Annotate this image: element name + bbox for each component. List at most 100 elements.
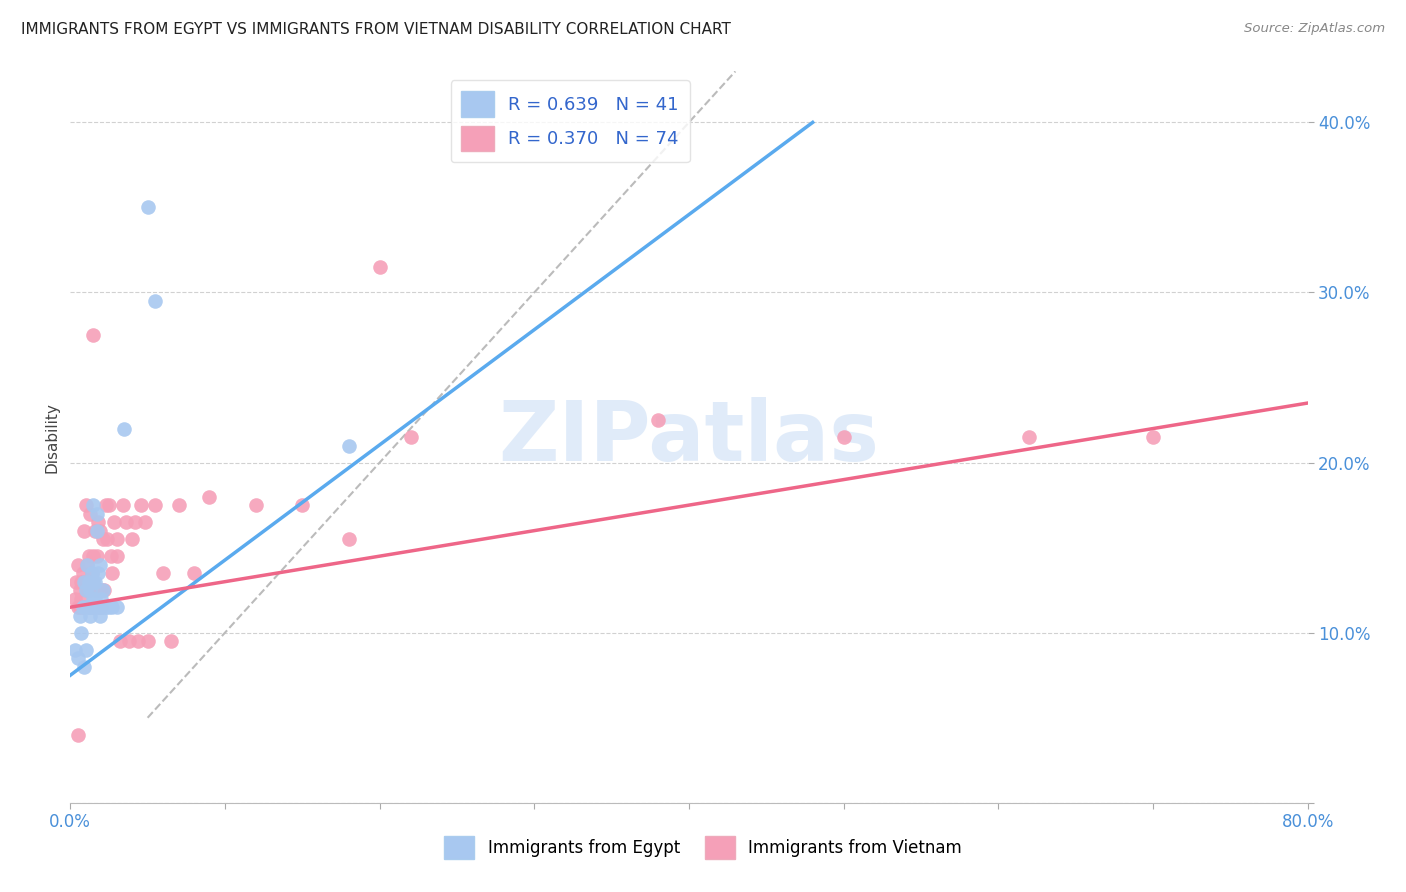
Point [98, 600, 120, 615]
Point [82, 498, 105, 512]
Point [105, 532, 128, 546]
Point [86, 600, 108, 615]
Point [1142, 430, 1164, 444]
Point [136, 634, 159, 648]
Point [77, 600, 100, 615]
Point [131, 498, 153, 512]
Point [136, 201, 159, 215]
Y-axis label: Disability: Disability [44, 401, 59, 473]
Point [65, 574, 87, 589]
Point [79, 583, 101, 598]
Point [73, 659, 96, 673]
Point [89, 558, 111, 572]
Point [87, 566, 110, 581]
Point [86, 549, 108, 563]
Point [121, 532, 143, 546]
Point [101, 600, 124, 615]
Point [134, 515, 156, 529]
Point [75, 574, 97, 589]
Point [77, 600, 100, 615]
Point [90, 583, 112, 598]
Point [111, 498, 134, 512]
Point [160, 634, 183, 648]
Text: Source: ZipAtlas.com: Source: ZipAtlas.com [1244, 22, 1385, 36]
Point [72, 566, 94, 581]
Point [87, 583, 110, 598]
Point [82, 591, 105, 606]
Point [86, 507, 108, 521]
Point [118, 634, 141, 648]
Point [108, 634, 131, 648]
Point [94, 600, 117, 615]
Point [70, 574, 93, 589]
Point [105, 549, 128, 563]
Point [82, 600, 105, 615]
Point [337, 532, 360, 546]
Point [73, 574, 96, 589]
Point [76, 558, 98, 572]
Point [90, 591, 112, 606]
Point [90, 600, 112, 615]
Point [84, 524, 107, 538]
Point [82, 328, 105, 343]
Point [63, 642, 86, 657]
Point [82, 574, 105, 589]
Point [67, 558, 90, 572]
Point [647, 413, 669, 427]
Point [79, 600, 101, 615]
Point [77, 574, 100, 589]
Legend: R = 0.639   N = 41, R = 0.370   N = 74: R = 0.639 N = 41, R = 0.370 N = 74 [450, 80, 689, 162]
Point [832, 430, 855, 444]
Point [91, 583, 114, 598]
Point [82, 549, 105, 563]
Point [80, 600, 103, 615]
Point [76, 583, 98, 598]
Point [98, 498, 120, 512]
Point [103, 515, 125, 529]
Point [145, 498, 166, 512]
Point [93, 583, 115, 598]
Point [77, 574, 100, 589]
Point [72, 600, 94, 615]
Point [80, 566, 103, 581]
Point [337, 439, 360, 453]
Point [76, 558, 98, 572]
Point [101, 566, 124, 581]
Point [69, 583, 91, 598]
Point [75, 498, 97, 512]
Point [73, 600, 96, 615]
Point [105, 600, 128, 615]
Point [75, 583, 97, 598]
Point [145, 293, 166, 308]
Point [82, 574, 105, 589]
Point [67, 600, 90, 615]
Point [368, 260, 391, 274]
Point [152, 566, 174, 581]
Point [87, 600, 110, 615]
Point [84, 583, 107, 598]
Point [115, 515, 138, 529]
Point [77, 549, 100, 563]
Legend: Immigrants from Egypt, Immigrants from Vietnam: Immigrants from Egypt, Immigrants from V… [437, 829, 969, 866]
Point [70, 625, 93, 640]
Point [75, 642, 97, 657]
Point [67, 651, 90, 665]
Point [79, 600, 101, 615]
Point [79, 608, 101, 623]
Point [96, 532, 118, 546]
Point [1018, 430, 1040, 444]
Point [73, 574, 96, 589]
Point [198, 490, 221, 504]
Point [93, 600, 115, 615]
Point [84, 574, 107, 589]
Point [89, 608, 111, 623]
Point [84, 591, 107, 606]
Point [114, 421, 135, 435]
Point [100, 549, 122, 563]
Point [72, 600, 94, 615]
Point [86, 524, 108, 538]
Point [63, 591, 86, 606]
Point [90, 600, 112, 615]
Point [183, 566, 205, 581]
Point [124, 515, 146, 529]
